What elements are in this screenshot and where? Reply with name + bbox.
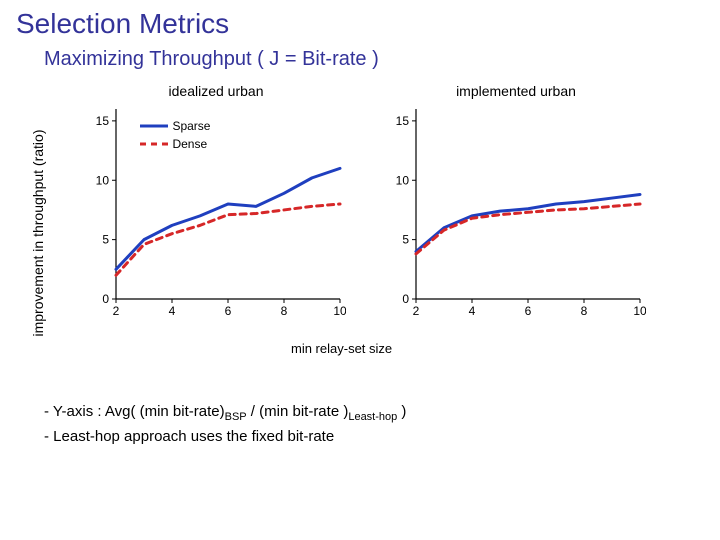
x-axis-label: min relay-set size <box>291 341 392 356</box>
left-panel-title: idealized urban <box>86 83 346 99</box>
svg-text:5: 5 <box>402 233 409 247</box>
svg-text:2: 2 <box>113 304 120 318</box>
svg-text:4: 4 <box>469 304 476 318</box>
bullet-1: - Y-axis : Avg( (min bit-rate)BSP / (min… <box>44 401 704 426</box>
svg-text:2: 2 <box>413 304 420 318</box>
left-chart-svg: 0 5 10 15 2 4 6 8 10 <box>86 103 346 323</box>
svg-text:10: 10 <box>633 304 646 318</box>
legend: Sparse Dense <box>136 115 214 155</box>
svg-text:8: 8 <box>581 304 588 318</box>
svg-text:10: 10 <box>333 304 346 318</box>
svg-text:8: 8 <box>281 304 288 318</box>
slide: Selection Metrics Maximizing Throughput … <box>0 0 720 540</box>
right-panel-title: implemented urban <box>386 83 646 99</box>
svg-text:4: 4 <box>169 304 176 318</box>
legend-label-sparse: Sparse <box>172 119 210 133</box>
bullet-list: - Y-axis : Avg( (min bit-rate)BSP / (min… <box>44 401 704 448</box>
svg-text:15: 15 <box>96 114 110 128</box>
page-title: Selection Metrics <box>16 8 704 40</box>
svg-text:10: 10 <box>96 173 110 187</box>
legend-item-dense: Dense <box>140 135 210 153</box>
right-chart-svg: 0 5 10 15 2 4 6 8 10 <box>386 103 646 323</box>
svg-text:5: 5 <box>102 233 109 247</box>
bullet-2: - Least-hop approach uses the fixed bit-… <box>44 426 704 449</box>
svg-text:0: 0 <box>102 292 109 306</box>
right-panel: implemented urban 0 5 10 15 2 4 6 8 10 <box>386 83 646 328</box>
legend-label-dense: Dense <box>172 137 207 151</box>
svg-text:0: 0 <box>402 292 409 306</box>
svg-text:10: 10 <box>396 173 410 187</box>
legend-swatch-dense <box>140 137 168 151</box>
legend-swatch-sparse <box>140 119 168 133</box>
svg-text:6: 6 <box>525 304 532 318</box>
page-subtitle: Maximizing Throughput ( J = Bit-rate ) <box>44 48 704 71</box>
svg-text:15: 15 <box>396 114 410 128</box>
legend-item-sparse: Sparse <box>140 117 210 135</box>
y-axis-label: improvement in throughput (ratio) <box>30 130 46 337</box>
chart-area: improvement in throughput (ratio) ideali… <box>56 83 696 383</box>
left-panel: idealized urban 0 5 10 15 2 4 6 8 10 <box>86 83 346 328</box>
svg-text:6: 6 <box>225 304 232 318</box>
